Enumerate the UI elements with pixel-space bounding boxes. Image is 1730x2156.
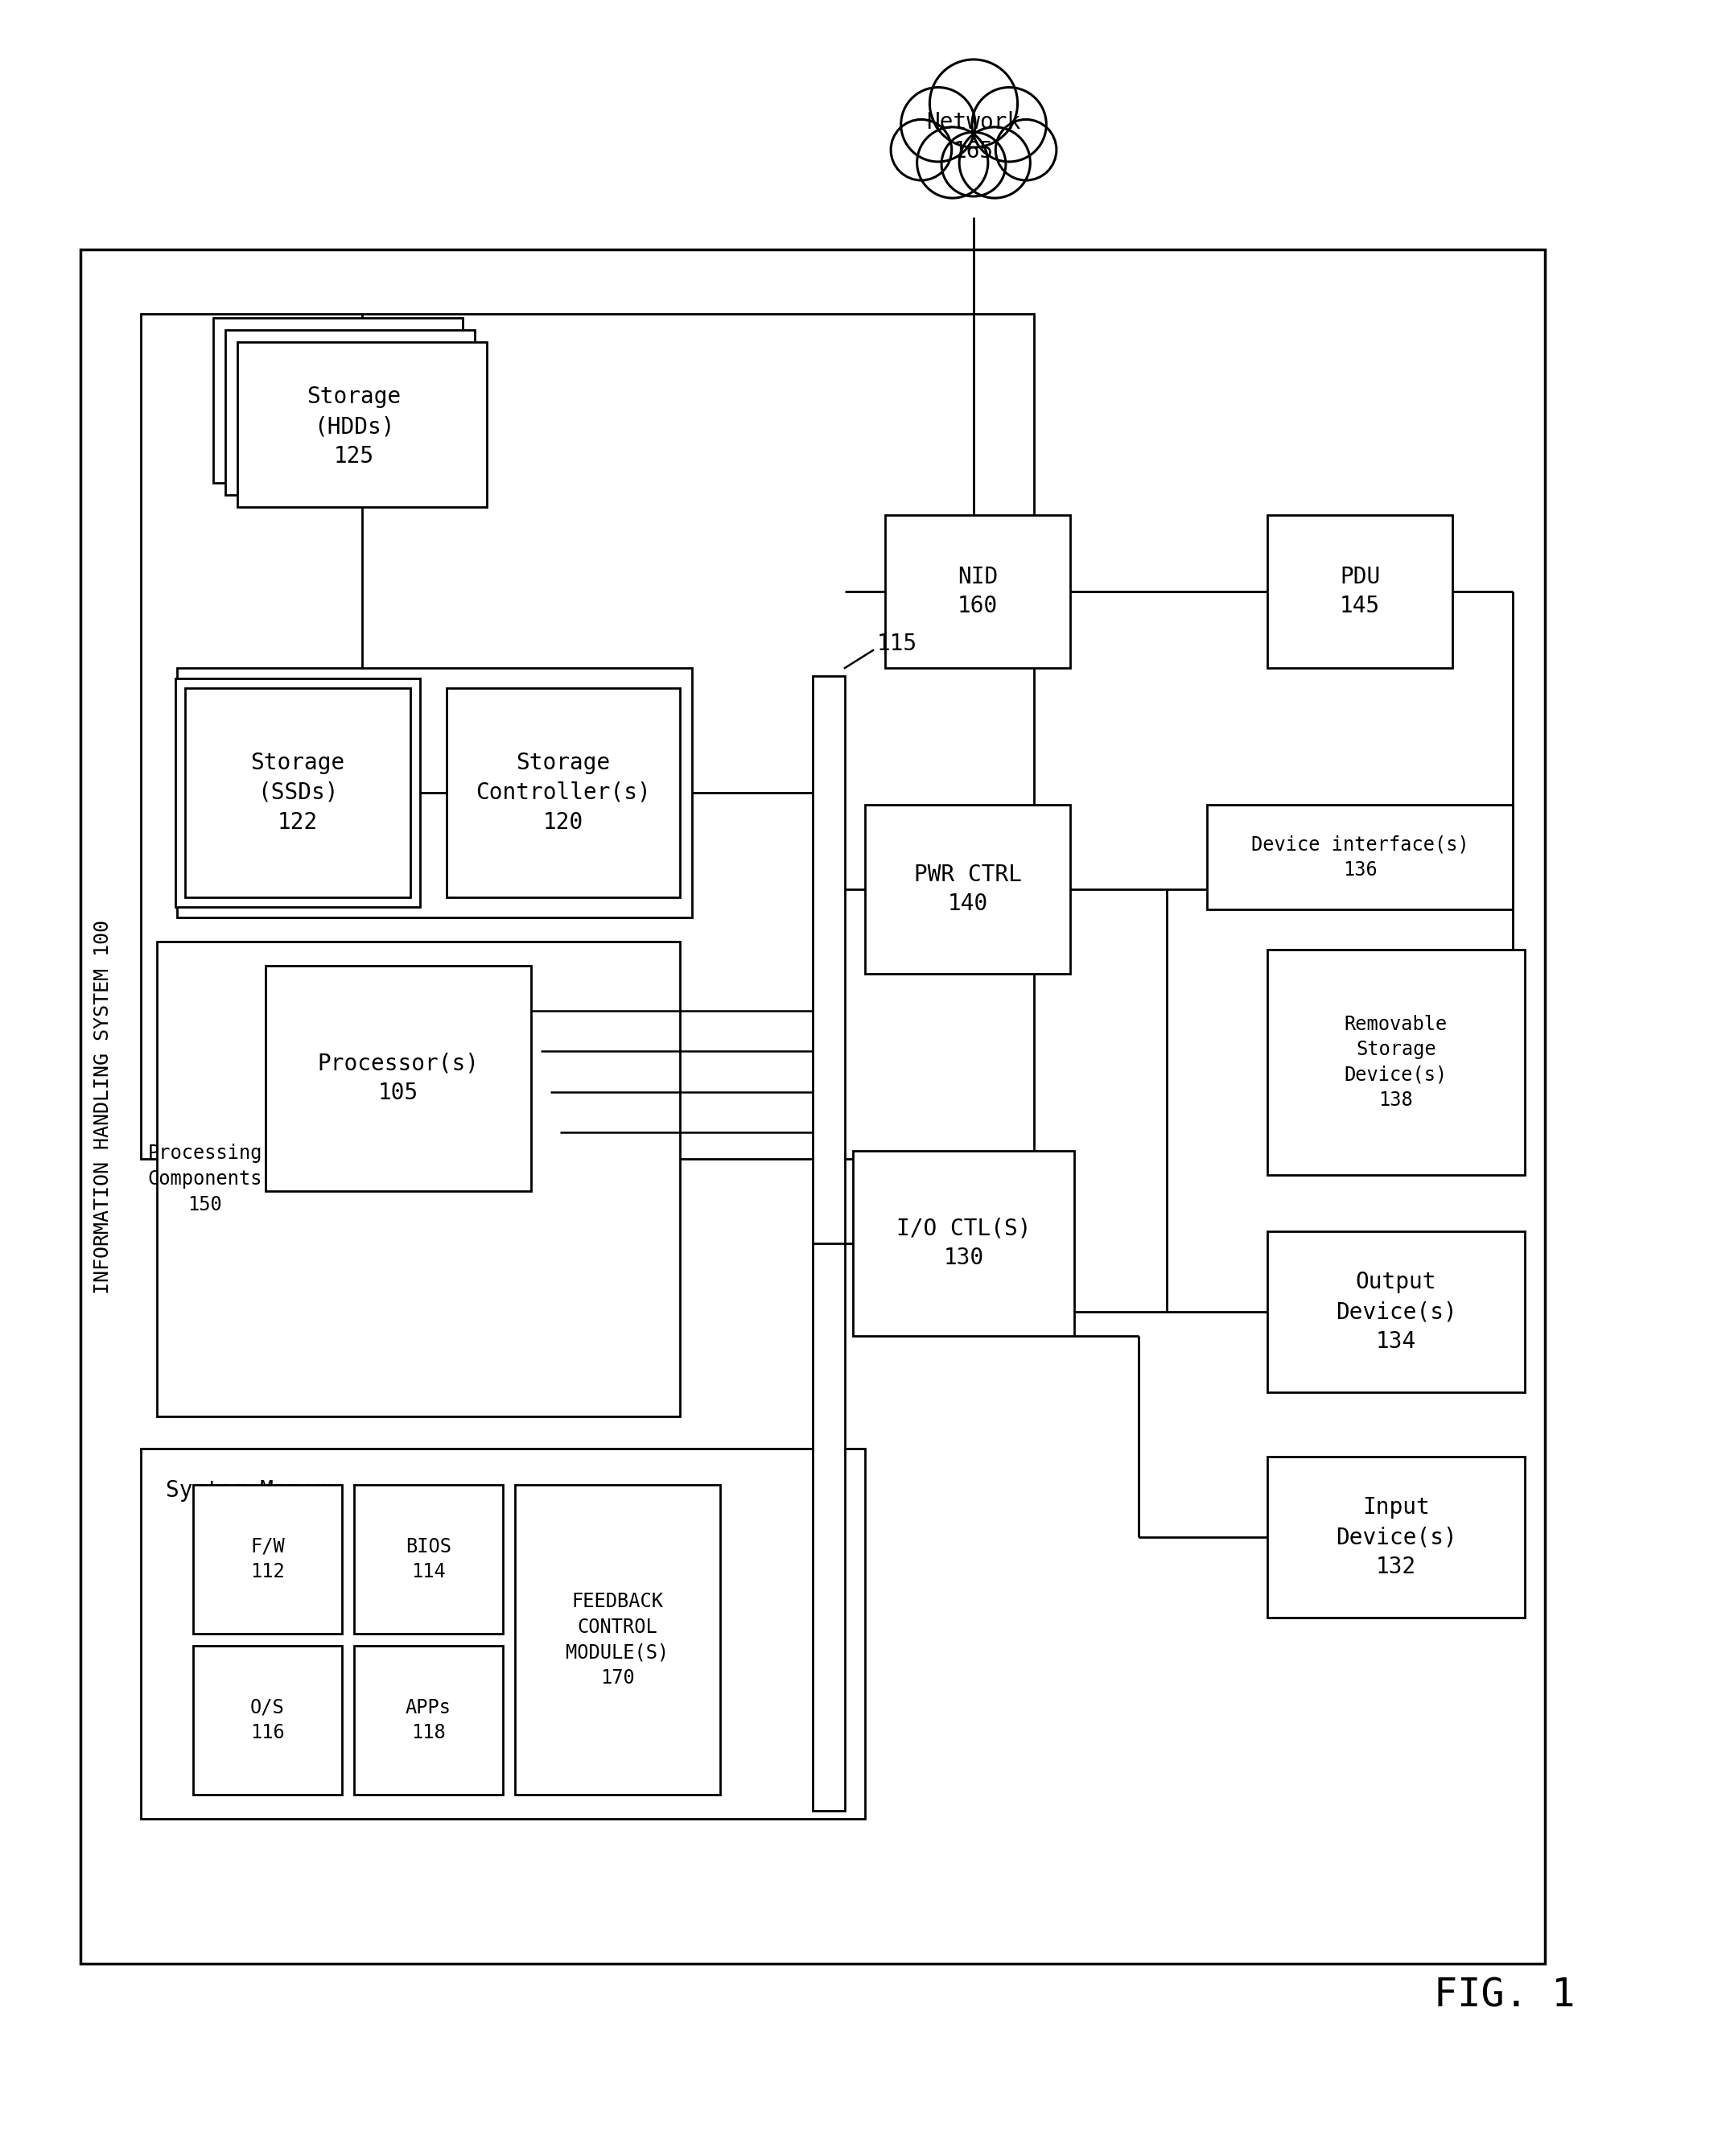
FancyBboxPatch shape bbox=[194, 1645, 343, 1794]
FancyBboxPatch shape bbox=[853, 1151, 1074, 1337]
FancyBboxPatch shape bbox=[813, 677, 844, 1811]
Text: F/W
112: F/W 112 bbox=[251, 1537, 285, 1583]
Text: Storage
(HDDs)
125: Storage (HDDs) 125 bbox=[306, 386, 401, 468]
FancyBboxPatch shape bbox=[280, 981, 517, 1177]
FancyBboxPatch shape bbox=[140, 315, 1035, 1160]
Text: FIG. 1: FIG. 1 bbox=[1434, 1977, 1576, 2016]
FancyBboxPatch shape bbox=[355, 1645, 503, 1794]
Circle shape bbox=[958, 127, 1031, 198]
FancyBboxPatch shape bbox=[237, 343, 486, 507]
Text: INFORMATION HANDLING SYSTEM 100: INFORMATION HANDLING SYSTEM 100 bbox=[93, 918, 112, 1294]
Circle shape bbox=[995, 119, 1057, 181]
FancyBboxPatch shape bbox=[175, 679, 420, 908]
Circle shape bbox=[972, 88, 1047, 162]
FancyBboxPatch shape bbox=[225, 330, 474, 496]
FancyBboxPatch shape bbox=[294, 994, 503, 1162]
FancyBboxPatch shape bbox=[865, 804, 1071, 975]
Text: Storage
Controller(s)
120: Storage Controller(s) 120 bbox=[476, 752, 650, 834]
FancyBboxPatch shape bbox=[176, 668, 692, 918]
Circle shape bbox=[891, 119, 952, 181]
FancyBboxPatch shape bbox=[516, 1485, 720, 1794]
FancyBboxPatch shape bbox=[1268, 1457, 1524, 1617]
Circle shape bbox=[941, 132, 1005, 196]
FancyBboxPatch shape bbox=[157, 942, 680, 1416]
FancyBboxPatch shape bbox=[1268, 1231, 1524, 1393]
Text: NID
160: NID 160 bbox=[957, 565, 998, 617]
Text: Network
165: Network 165 bbox=[927, 110, 1021, 164]
Text: Processing
Components
150: Processing Components 150 bbox=[147, 1145, 263, 1214]
FancyBboxPatch shape bbox=[194, 1485, 343, 1634]
Text: APPs
118: APPs 118 bbox=[405, 1697, 452, 1742]
FancyBboxPatch shape bbox=[213, 317, 462, 483]
FancyBboxPatch shape bbox=[140, 1449, 865, 1820]
Circle shape bbox=[917, 127, 988, 198]
FancyBboxPatch shape bbox=[81, 250, 1545, 1964]
FancyBboxPatch shape bbox=[886, 515, 1071, 668]
Circle shape bbox=[901, 88, 976, 162]
Text: Processor(s)
105: Processor(s) 105 bbox=[317, 1052, 479, 1104]
FancyBboxPatch shape bbox=[1268, 515, 1453, 668]
Text: Storage
(SSDs)
122: Storage (SSDs) 122 bbox=[251, 752, 344, 834]
Text: Input
Device(s)
132: Input Device(s) 132 bbox=[1336, 1496, 1457, 1578]
Text: O/S
116: O/S 116 bbox=[251, 1697, 285, 1742]
Text: Removable
Storage
Device(s)
138: Removable Storage Device(s) 138 bbox=[1344, 1015, 1448, 1110]
Text: Device interface(s)
136: Device interface(s) 136 bbox=[1251, 834, 1469, 880]
FancyBboxPatch shape bbox=[1268, 949, 1524, 1175]
FancyBboxPatch shape bbox=[265, 966, 531, 1190]
Text: I/O CTL(S)
130: I/O CTL(S) 130 bbox=[896, 1218, 1031, 1270]
FancyBboxPatch shape bbox=[1208, 804, 1512, 910]
Text: FEEDBACK
CONTROL
MODULE(S)
170: FEEDBACK CONTROL MODULE(S) 170 bbox=[566, 1591, 670, 1688]
Text: BIOS
114: BIOS 114 bbox=[405, 1537, 452, 1583]
Text: PWR CTRL
140: PWR CTRL 140 bbox=[913, 862, 1021, 916]
Circle shape bbox=[929, 60, 1017, 147]
Text: Output
Device(s)
134: Output Device(s) 134 bbox=[1336, 1270, 1457, 1352]
FancyBboxPatch shape bbox=[355, 1485, 503, 1634]
FancyBboxPatch shape bbox=[185, 688, 410, 897]
Text: 115: 115 bbox=[877, 632, 917, 655]
Text: System Memory
110: System Memory 110 bbox=[166, 1479, 341, 1531]
Text: PDU
145: PDU 145 bbox=[1339, 565, 1381, 617]
FancyBboxPatch shape bbox=[446, 688, 680, 897]
